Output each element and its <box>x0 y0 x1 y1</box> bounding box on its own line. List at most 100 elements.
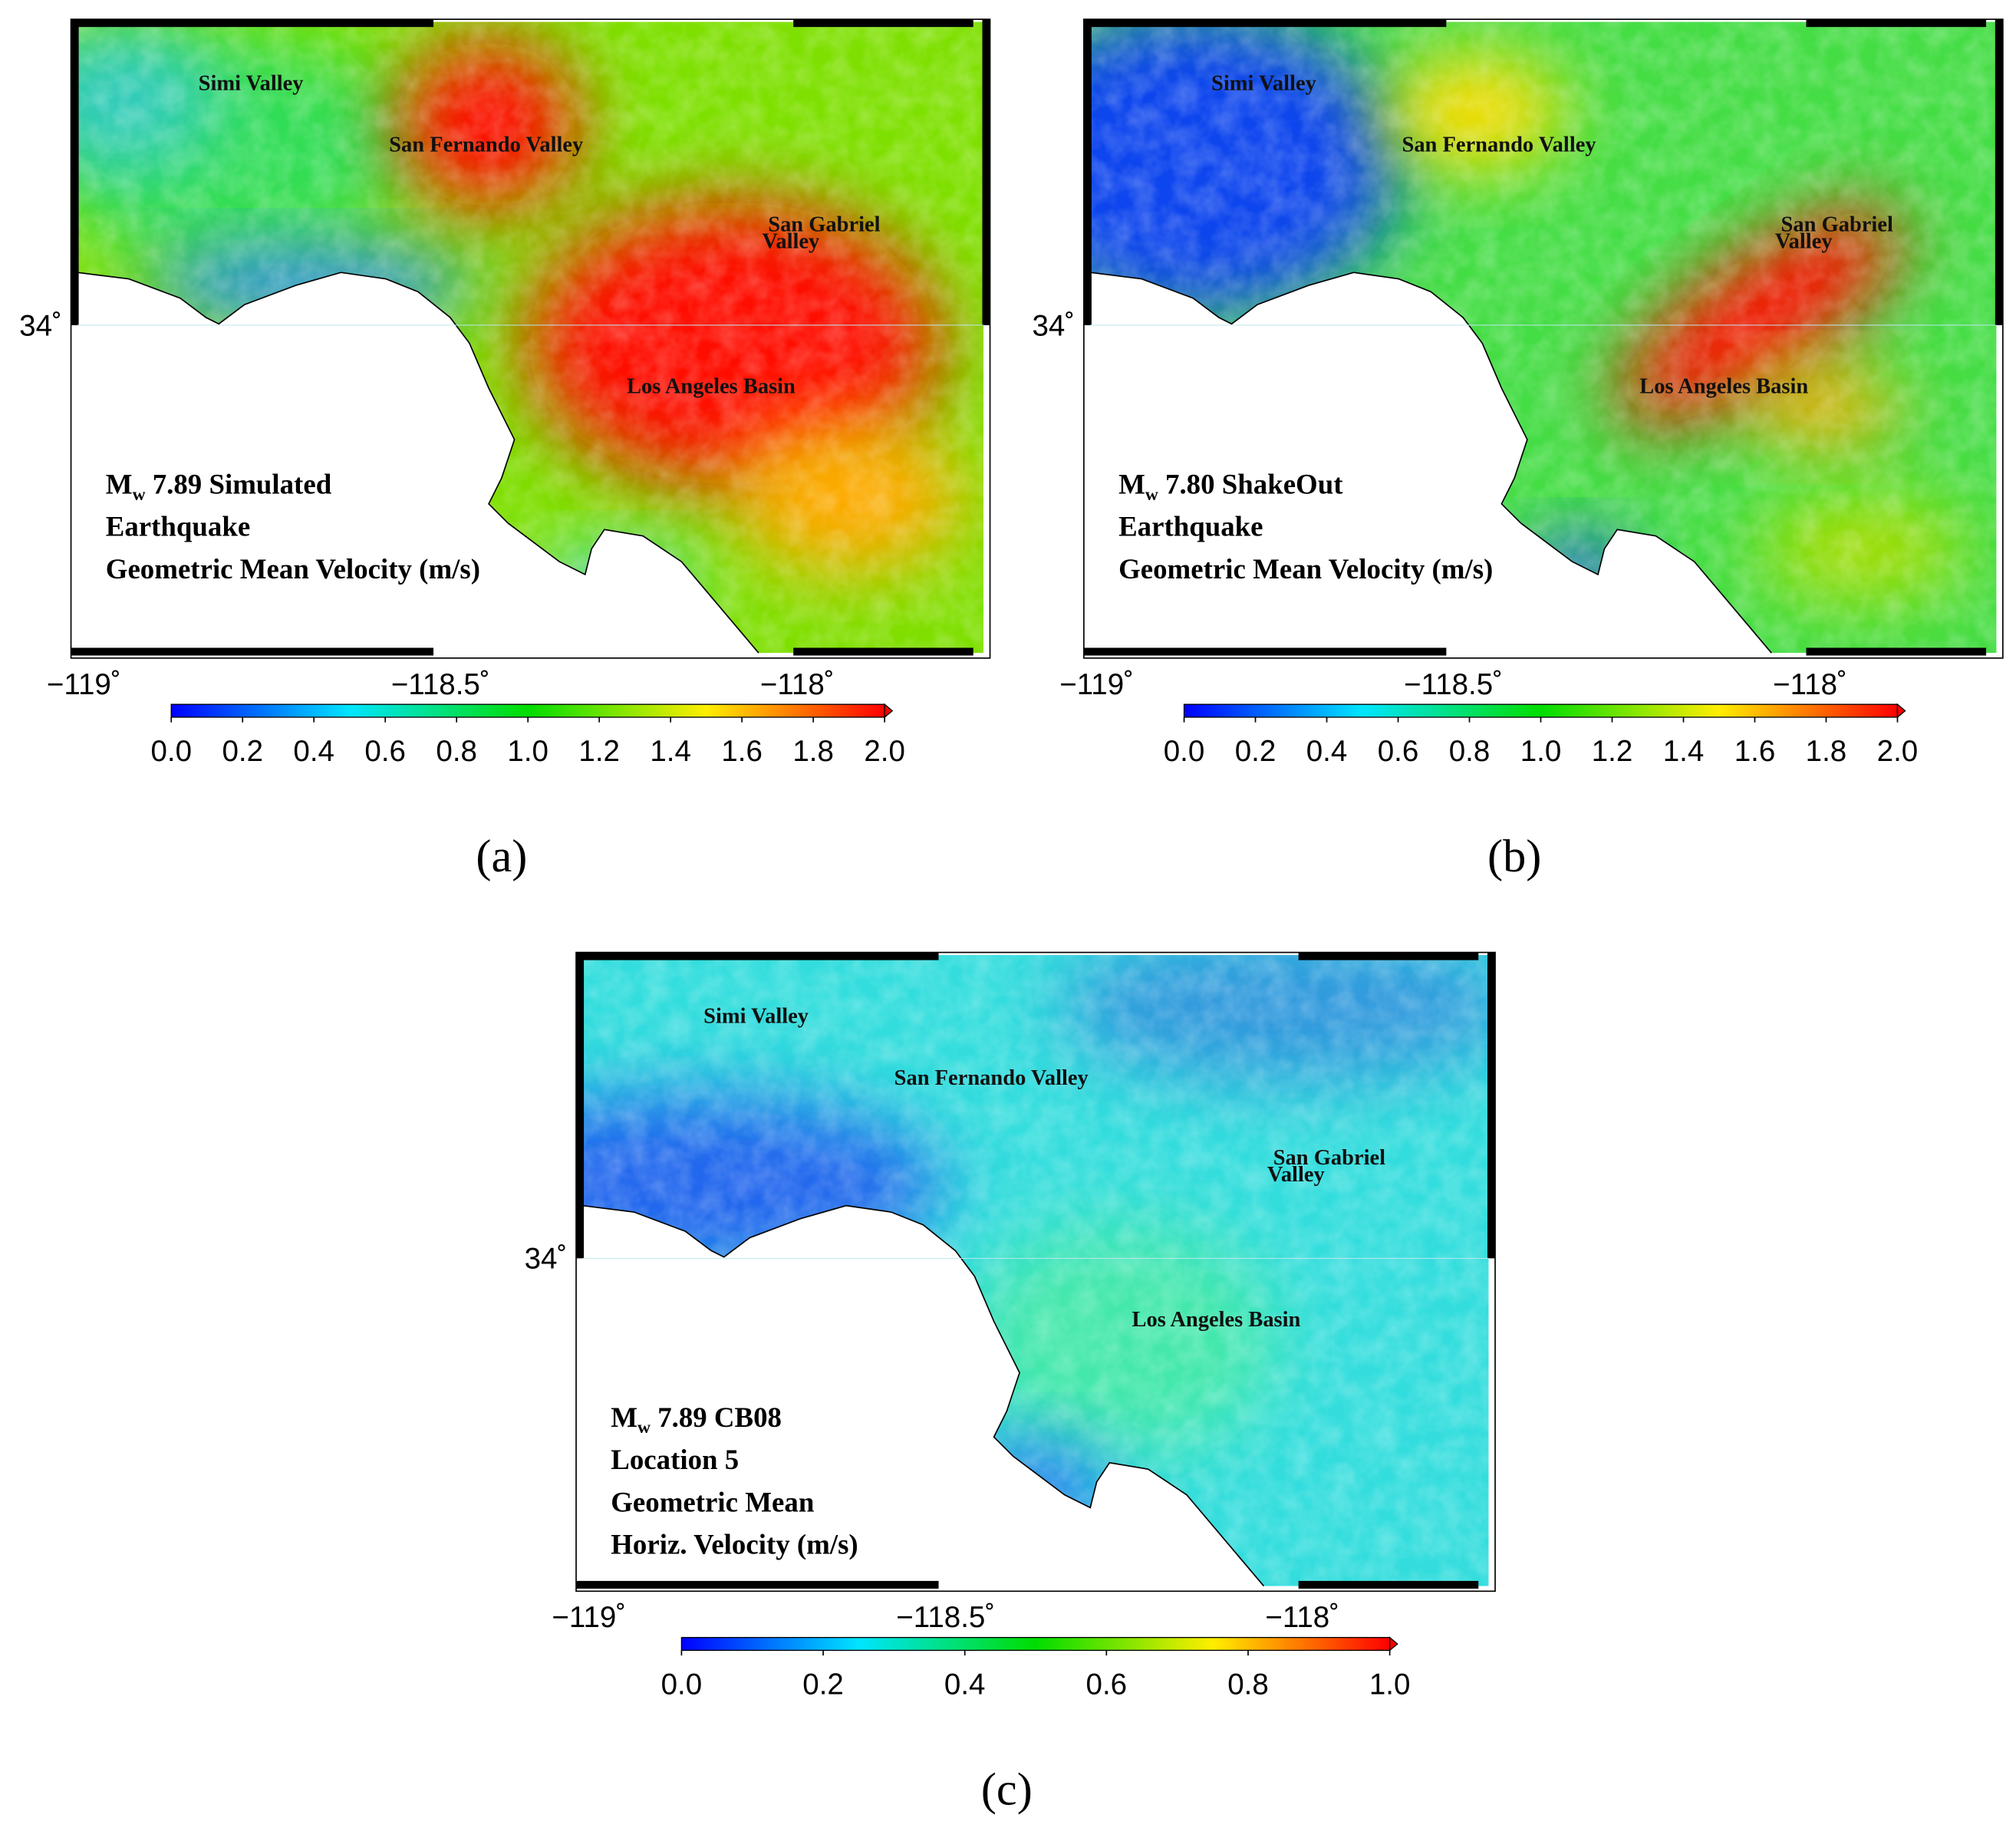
frame-bar <box>1806 19 1987 28</box>
colorbar-tick-label: 2.0 <box>864 735 905 768</box>
place-label: San Gabriel <box>1781 213 1893 237</box>
frame-bar <box>1487 952 1496 1259</box>
colorbar-tick-label: 0.0 <box>1164 735 1205 768</box>
panel-caption: (a) <box>476 831 527 882</box>
panel-caption: (c) <box>981 1764 1033 1815</box>
frame-bar <box>793 19 973 28</box>
place-label: San Gabriel <box>1273 1146 1385 1170</box>
info-symbol: M <box>1118 468 1145 499</box>
info-rest: 7.89 CB08 <box>651 1402 782 1433</box>
frame-bar <box>71 19 434 28</box>
lon-tick-label: −118.5˚ <box>1404 668 1503 701</box>
frame-bar <box>71 19 79 325</box>
frame-bar <box>576 952 585 1259</box>
coastline <box>1090 272 1772 654</box>
info-symbol: M <box>106 468 133 499</box>
lon-tick-label: −118.5˚ <box>896 1601 995 1634</box>
map-panel: Simi Valley San Fernando Valley San Gabrie… <box>525 951 1496 1815</box>
lat-tick-label: 34˚ <box>1032 309 1075 342</box>
place-label: San Fernando Valley <box>389 133 583 157</box>
colorbar-tick-label: 1.4 <box>1663 735 1705 768</box>
info-line: Earthquake <box>1118 511 1263 542</box>
place-label: Valley <box>1267 1163 1325 1187</box>
colorbar <box>170 703 885 718</box>
frame-bar <box>1995 19 2003 325</box>
lat-tick-label: 34˚ <box>525 1243 568 1276</box>
colorbar-tick-label: 1.4 <box>650 735 691 768</box>
colorbar-tick-label: 1.6 <box>1734 735 1776 768</box>
info-title: Mw 7.89 Simulated <box>106 468 332 504</box>
colorbar-tick-label: 1.2 <box>578 735 620 768</box>
info-title: Mw 7.89 CB08 <box>611 1402 782 1438</box>
colorbar-tick-label: 0.0 <box>661 1668 703 1701</box>
colorbar-tick-label: 0.8 <box>1227 1668 1269 1701</box>
place-label: San Fernando Valley <box>894 1066 1089 1090</box>
colorbar-tick-label: 1.2 <box>1592 735 1633 768</box>
colorbar-tick-label: 1.0 <box>507 735 548 768</box>
colorbar-tick-label: 1.8 <box>792 735 834 768</box>
coastline <box>582 1204 1265 1587</box>
map-panel: Simi Valley San Fernando Valley San Gabrie… <box>1032 18 2004 882</box>
info-rest: 7.80 ShakeOut <box>1158 468 1343 499</box>
place-label: Simi Valley <box>703 1005 809 1029</box>
info-line: Geometric Mean <box>611 1486 814 1517</box>
place-label: San Gabriel <box>768 213 880 237</box>
colorbar-tick-label: 0.8 <box>1449 735 1491 768</box>
frame-bar <box>1298 952 1479 960</box>
colorbar-tick-label: 1.8 <box>1806 735 1847 768</box>
colorbar-arrow <box>884 703 894 719</box>
place-label: Valley <box>1775 229 1833 253</box>
map-panel: Simi Valley San Fernando Valley San Gabrie… <box>19 18 991 882</box>
colorbar-arrow <box>1388 1636 1398 1652</box>
lon-tick-label: −119˚ <box>47 668 121 701</box>
frame-bar <box>71 647 434 656</box>
colorbar-tick-label: 0.2 <box>222 735 263 768</box>
info-symbol: M <box>611 1402 637 1433</box>
colorbar-tick-label: 0.2 <box>802 1668 844 1701</box>
lon-tick-label: −118˚ <box>1265 1601 1339 1634</box>
info-title: Mw 7.80 ShakeOut <box>1118 468 1343 504</box>
frame-bar <box>1083 19 1092 325</box>
panel-caption: (b) <box>1487 831 1541 882</box>
frame-bar <box>1298 1580 1479 1589</box>
lat-tick-label: 34˚ <box>19 309 62 342</box>
frame-bar <box>576 1580 939 1589</box>
colorbar <box>680 1636 1391 1652</box>
info-line: Earthquake <box>106 511 250 542</box>
colorbar-tick-label: 1.6 <box>721 735 763 768</box>
frame-bar <box>793 647 973 656</box>
colorbar-tick-label: 0.4 <box>1306 735 1348 768</box>
info-subscript: w <box>637 1418 651 1438</box>
info-rest: 7.89 Simulated <box>146 468 332 499</box>
info-line: Geometric Mean Velocity (m/s) <box>1118 553 1493 585</box>
info-line: Location 5 <box>611 1444 739 1475</box>
coastline <box>77 272 759 654</box>
place-label: Los Angeles Basin <box>627 375 796 399</box>
info-subscript: w <box>1145 485 1158 505</box>
info-line: Horiz. Velocity (m/s) <box>611 1529 858 1561</box>
place-label: Simi Valley <box>1211 71 1316 95</box>
colorbar-tick-label: 0.6 <box>1086 1668 1128 1701</box>
lon-tick-label: −119˚ <box>1059 668 1134 701</box>
colorbar-tick-label: 0.4 <box>944 1668 986 1701</box>
colorbar-tick-label: 0.4 <box>293 735 334 768</box>
colorbar <box>1183 703 1899 718</box>
colorbar-tick-label: 0.2 <box>1235 735 1276 768</box>
colorbar-tick-label: 1.0 <box>1369 1668 1411 1701</box>
colorbar-arrow <box>1896 703 1906 719</box>
lon-tick-label: −118˚ <box>1773 668 1847 701</box>
info-line: Geometric Mean Velocity (m/s) <box>106 553 480 585</box>
frame-bar <box>982 19 990 325</box>
frame-bar <box>1806 647 1987 656</box>
lon-tick-label: −118˚ <box>760 668 835 701</box>
place-label: San Fernando Valley <box>1402 133 1596 157</box>
place-label: Valley <box>762 229 819 253</box>
frame-bar <box>1083 647 1447 656</box>
place-label: Los Angeles Basin <box>1639 375 1808 399</box>
colorbar-tick-label: 0.0 <box>150 735 192 768</box>
frame-bar <box>576 952 939 960</box>
colorbar-tick-label: 1.0 <box>1520 735 1562 768</box>
colorbar-tick-label: 0.6 <box>364 735 406 768</box>
